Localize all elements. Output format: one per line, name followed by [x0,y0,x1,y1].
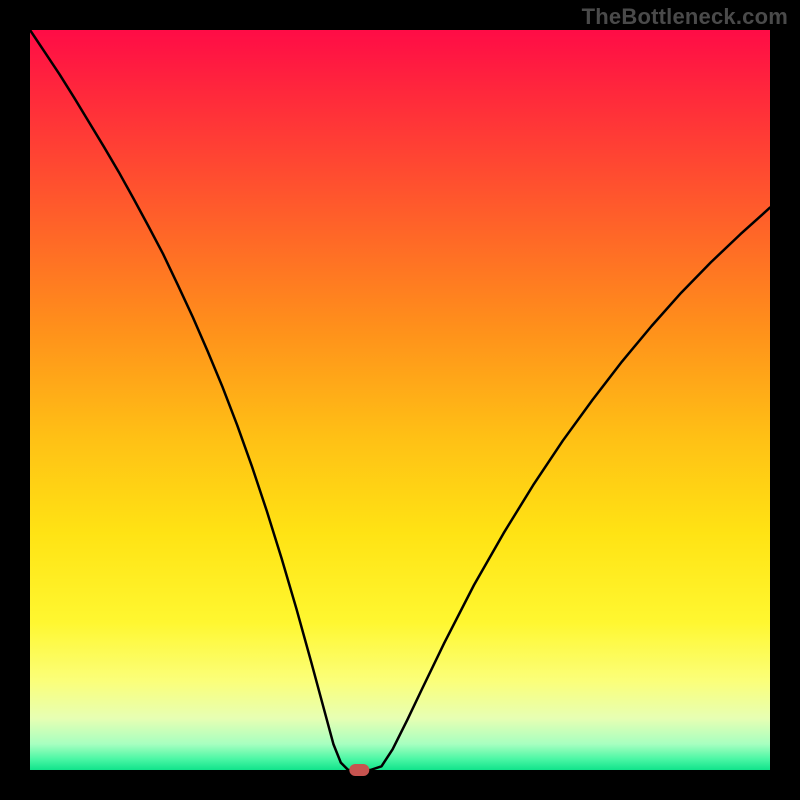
plot-gradient-area [30,30,770,770]
watermark-text: TheBottleneck.com [582,4,788,30]
bottleneck-chart [0,0,800,800]
bottleneck-marker [349,764,369,776]
chart-stage: TheBottleneck.com [0,0,800,800]
